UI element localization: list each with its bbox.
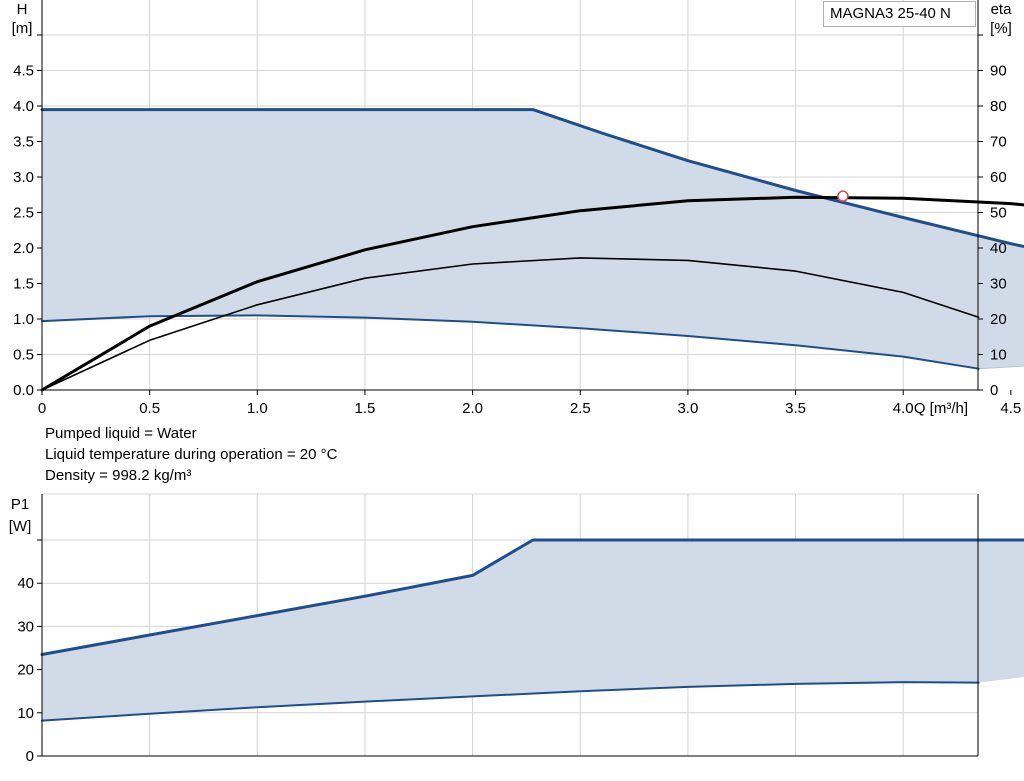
y-tick-label: 4.5 [13,63,34,80]
y-tick-label: 1.5 [13,276,34,293]
series-efficiency-max [40,195,1024,392]
y-tick-label: 1.0 [13,311,34,328]
power-y-tick-label: 30 [17,618,34,635]
y2-tick-label: 0 [990,382,998,399]
y-tick-label: 2.0 [13,240,34,257]
pumped-liquid-info: Pumped liquid = Water [45,425,197,442]
y2-tick-label: 30 [990,276,1007,293]
x-tick-label: 0 [38,400,46,417]
duty-point-marker [837,190,849,202]
liquid-temperature-info: Liquid temperature during operation = 20… [45,446,338,463]
y-axis-title: H [17,1,28,18]
y2-tick-label: 50 [990,205,1007,222]
power-y-tick-label: 0 [26,748,34,765]
power-operating-area [42,540,1024,721]
y2-tick-label: 70 [990,134,1007,151]
head-efficiency-chart: 00.51.01.52.02.53.03.54.04.55.05.56.06.5… [12,0,1024,417]
head-operating-area [42,109,1024,369]
series-max-curve [40,108,1024,249]
y-tick-label: 3.0 [13,169,34,186]
x-tick-label: 4.5 [1000,400,1021,417]
y-tick-label: 0.5 [13,347,34,364]
x-tick-label: 3.0 [677,400,698,417]
y-tick-label: 4.0 [13,98,34,115]
x-tick-label: 1.0 [247,400,268,417]
x-tick-label: 0.5 [139,400,160,417]
power-y-axis-title: P1 [11,496,29,513]
x-tick-label: 2.0 [462,400,483,417]
power-y-axis-unit: [W] [9,518,32,535]
series-min-power [41,681,980,722]
y2-tick-label: 20 [990,311,1007,328]
x-axis-title: Q [m³/h] [914,400,968,417]
power-y-tick-label: 10 [17,705,34,722]
series-min-curve [41,314,980,370]
power-chart: 0 10 20 30 40 P1 [W] [9,493,1024,765]
y2-tick-label: 40 [990,240,1007,257]
x-tick-label: 4.0 [893,400,914,417]
y-tick-label: 3.5 [13,134,34,151]
y-axis-unit: [m] [12,20,33,37]
y2-tick-label: 80 [990,98,1007,115]
x-tick-label: 2.5 [570,400,591,417]
y-tick-label: 0.0 [13,382,34,399]
y2-axis-unit: [%] [990,20,1012,37]
y2-tick-label: 60 [990,169,1007,186]
x-tick-label: 3.5 [785,400,806,417]
density-info: Density = 998.2 kg/m³ [45,467,192,484]
series-max-power [40,538,1024,656]
x-tick-label: 1.5 [355,400,376,417]
y2-tick-label: 10 [990,347,1007,364]
series-efficiency-min [41,257,980,391]
y2-tick-label: 90 [990,63,1007,80]
y2-axis-title: eta [991,1,1013,18]
y-tick-label: 2.5 [13,205,34,222]
pump-model-label: MAGNA3 25-40 N [823,1,976,27]
power-y-tick-label: 20 [17,662,34,679]
power-y-tick-label: 40 [17,575,34,592]
